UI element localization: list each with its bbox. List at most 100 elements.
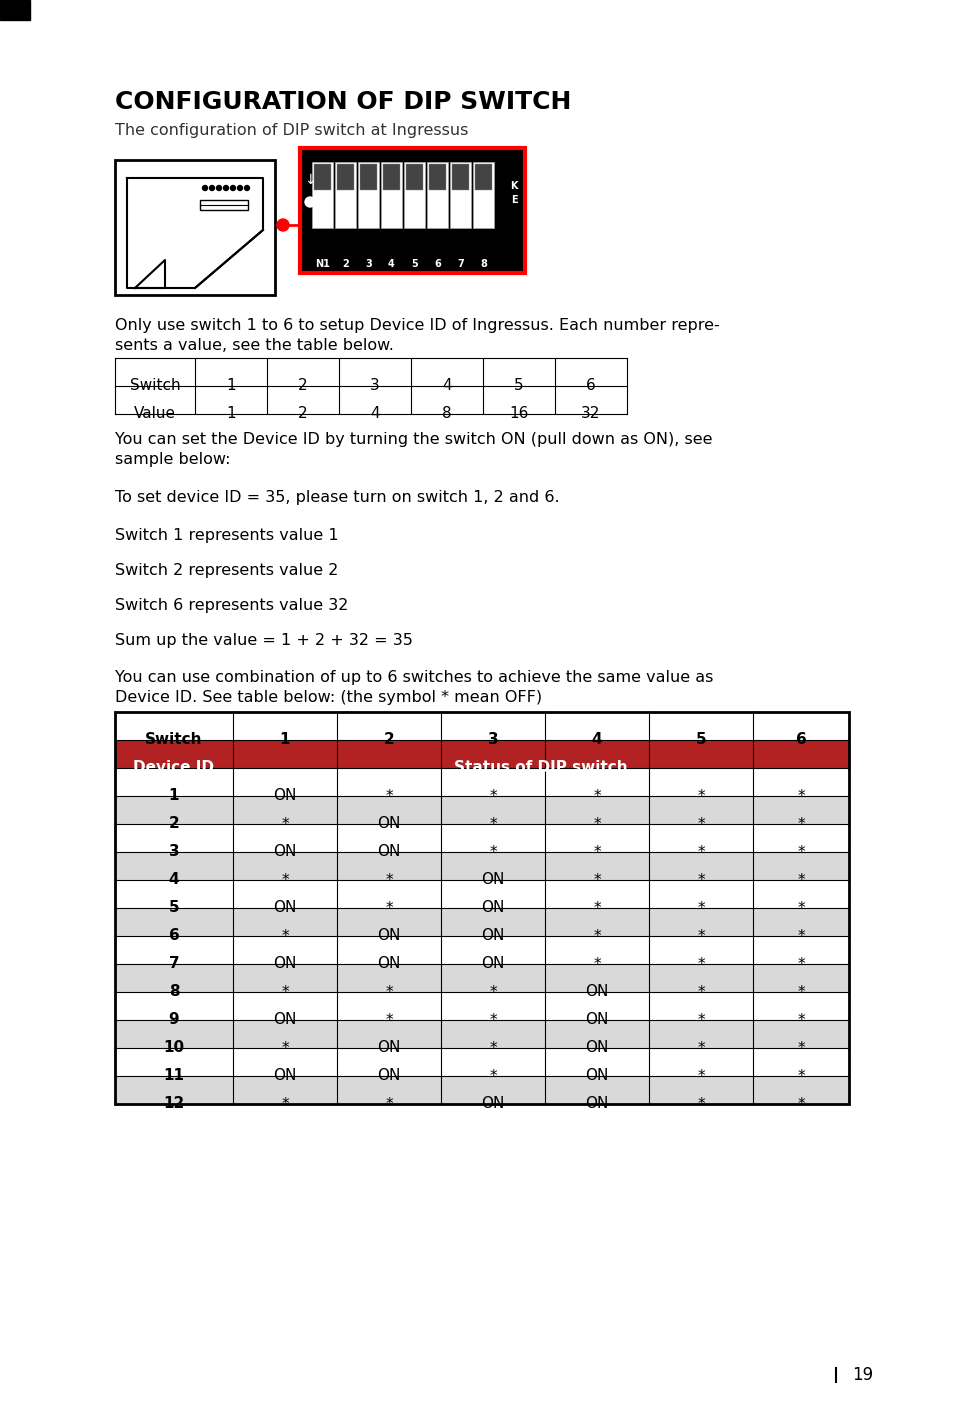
- Bar: [752, 851, 848, 880]
- Bar: [752, 880, 848, 908]
- Text: 7: 7: [169, 956, 179, 971]
- Text: 12: 12: [163, 1097, 185, 1111]
- Bar: [544, 825, 648, 851]
- Text: 3: 3: [365, 258, 372, 270]
- Text: Device ID: Device ID: [133, 761, 214, 775]
- Text: ON: ON: [481, 929, 504, 943]
- Text: 2: 2: [383, 733, 394, 747]
- Text: *: *: [489, 788, 497, 803]
- Text: 32: 32: [580, 407, 600, 422]
- Circle shape: [244, 185, 250, 191]
- Bar: [403, 162, 424, 227]
- Bar: [544, 768, 648, 796]
- Bar: [752, 825, 848, 851]
- Bar: [544, 1076, 648, 1104]
- Text: 2: 2: [298, 407, 308, 422]
- Text: ↓: ↓: [304, 174, 315, 186]
- Text: *: *: [697, 788, 704, 803]
- Bar: [115, 851, 233, 880]
- Bar: [544, 712, 648, 740]
- Text: *: *: [385, 873, 393, 888]
- Bar: [752, 1019, 848, 1048]
- Text: 16: 16: [509, 407, 528, 422]
- Text: *: *: [797, 1012, 804, 1028]
- Text: 3: 3: [370, 378, 379, 394]
- Circle shape: [231, 185, 235, 191]
- Bar: [233, 740, 848, 768]
- Bar: [115, 712, 233, 740]
- Bar: [752, 796, 848, 825]
- Text: sample below:: sample below:: [115, 452, 231, 467]
- Text: To set device ID = 35, please turn on switch 1, 2 and 6.: To set device ID = 35, please turn on sw…: [115, 490, 559, 505]
- Text: *: *: [489, 844, 497, 860]
- Text: ON: ON: [585, 1041, 608, 1056]
- Bar: [440, 993, 544, 1019]
- Text: *: *: [593, 873, 600, 888]
- Text: 7: 7: [456, 258, 463, 270]
- Text: Device ID. See table below: (the symbol * mean OFF): Device ID. See table below: (the symbol …: [115, 690, 541, 705]
- Text: ON: ON: [377, 816, 400, 832]
- Bar: [752, 908, 848, 936]
- Text: ON: ON: [585, 1012, 608, 1028]
- Text: ON: ON: [585, 984, 608, 1000]
- Bar: [336, 796, 440, 825]
- Bar: [752, 1076, 848, 1104]
- Bar: [336, 164, 354, 191]
- Bar: [440, 768, 544, 796]
- Bar: [648, 1019, 752, 1048]
- Text: *: *: [593, 929, 600, 943]
- Text: 5: 5: [169, 901, 179, 915]
- Text: ON: ON: [377, 844, 400, 860]
- Bar: [544, 880, 648, 908]
- Text: *: *: [797, 1097, 804, 1111]
- Text: *: *: [797, 1041, 804, 1056]
- Text: ON: ON: [481, 901, 504, 915]
- Bar: [440, 712, 544, 740]
- Text: 3: 3: [169, 844, 179, 860]
- Text: ON: ON: [481, 956, 504, 971]
- Text: *: *: [385, 1097, 393, 1111]
- Text: 4: 4: [591, 733, 601, 747]
- Text: *: *: [697, 1069, 704, 1083]
- Text: *: *: [697, 929, 704, 943]
- Text: You can use combination of up to 6 switches to achieve the same value as: You can use combination of up to 6 switc…: [115, 671, 713, 685]
- Bar: [544, 1048, 648, 1076]
- Text: 1: 1: [226, 378, 235, 394]
- Bar: [336, 936, 440, 964]
- Text: *: *: [489, 1012, 497, 1028]
- Text: *: *: [697, 873, 704, 888]
- Text: *: *: [797, 1069, 804, 1083]
- Bar: [336, 768, 440, 796]
- Bar: [648, 712, 752, 740]
- Bar: [115, 964, 233, 993]
- Bar: [752, 1048, 848, 1076]
- Bar: [648, 851, 752, 880]
- Bar: [336, 1048, 440, 1076]
- Bar: [382, 164, 399, 191]
- Text: *: *: [281, 1041, 289, 1056]
- Bar: [406, 164, 422, 191]
- Text: 3: 3: [487, 733, 497, 747]
- Text: *: *: [697, 1041, 704, 1056]
- Bar: [752, 712, 848, 740]
- Bar: [115, 1019, 233, 1048]
- Text: 1: 1: [226, 407, 235, 422]
- Text: *: *: [697, 1012, 704, 1028]
- Text: 2: 2: [169, 816, 179, 832]
- Bar: [233, 1019, 336, 1048]
- Text: 10: 10: [163, 1041, 184, 1056]
- Text: The configuration of DIP switch at Ingressus: The configuration of DIP switch at Ingre…: [115, 123, 468, 138]
- Bar: [200, 201, 248, 210]
- Text: *: *: [281, 816, 289, 832]
- Text: *: *: [281, 873, 289, 888]
- Bar: [115, 880, 233, 908]
- Bar: [115, 1048, 233, 1076]
- Bar: [115, 768, 233, 796]
- Text: *: *: [593, 816, 600, 832]
- Text: *: *: [797, 901, 804, 915]
- Bar: [233, 712, 336, 740]
- Text: ON: ON: [273, 788, 296, 803]
- Bar: [336, 908, 440, 936]
- Text: ON: ON: [377, 1041, 400, 1056]
- Bar: [233, 1076, 336, 1104]
